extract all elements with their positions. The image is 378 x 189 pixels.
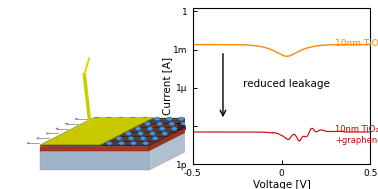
- Ellipse shape: [142, 117, 148, 121]
- Ellipse shape: [65, 123, 68, 125]
- Ellipse shape: [166, 117, 172, 121]
- Ellipse shape: [181, 122, 187, 125]
- Polygon shape: [100, 118, 153, 145]
- Ellipse shape: [116, 137, 122, 140]
- Polygon shape: [40, 118, 202, 145]
- Ellipse shape: [128, 137, 134, 140]
- Ellipse shape: [135, 127, 141, 130]
- Ellipse shape: [37, 137, 39, 139]
- Ellipse shape: [94, 141, 100, 145]
- Ellipse shape: [80, 137, 85, 140]
- Ellipse shape: [145, 122, 150, 125]
- Ellipse shape: [162, 132, 167, 135]
- Ellipse shape: [75, 127, 81, 130]
- Ellipse shape: [87, 127, 93, 130]
- Ellipse shape: [82, 141, 88, 145]
- Ellipse shape: [77, 132, 83, 135]
- Ellipse shape: [70, 141, 76, 145]
- Ellipse shape: [172, 127, 177, 130]
- Polygon shape: [40, 124, 202, 151]
- Ellipse shape: [65, 132, 71, 135]
- Ellipse shape: [157, 122, 163, 125]
- Ellipse shape: [92, 137, 98, 140]
- Y-axis label: Current [A]: Current [A]: [162, 57, 172, 115]
- X-axis label: Voltage [V]: Voltage [V]: [253, 180, 311, 189]
- Polygon shape: [40, 151, 149, 170]
- Ellipse shape: [107, 141, 112, 145]
- Ellipse shape: [150, 132, 155, 135]
- Text: 10nm TiO₂: 10nm TiO₂: [335, 39, 378, 48]
- Ellipse shape: [130, 117, 136, 121]
- Polygon shape: [149, 124, 202, 170]
- Ellipse shape: [27, 142, 30, 144]
- Ellipse shape: [123, 127, 129, 130]
- Ellipse shape: [133, 122, 138, 125]
- Ellipse shape: [46, 132, 49, 134]
- Ellipse shape: [131, 141, 136, 145]
- Ellipse shape: [106, 117, 112, 121]
- Ellipse shape: [96, 122, 102, 125]
- Ellipse shape: [94, 117, 100, 121]
- Ellipse shape: [114, 132, 119, 135]
- Text: reduced leakage: reduced leakage: [243, 79, 329, 89]
- Ellipse shape: [56, 128, 59, 130]
- Polygon shape: [40, 118, 153, 145]
- Ellipse shape: [154, 117, 160, 121]
- Ellipse shape: [121, 122, 126, 125]
- Ellipse shape: [169, 122, 175, 125]
- Ellipse shape: [108, 122, 114, 125]
- Ellipse shape: [125, 132, 131, 135]
- Ellipse shape: [58, 141, 64, 145]
- Ellipse shape: [56, 137, 61, 140]
- Text: 10nm TiO₂
+graphene: 10nm TiO₂ +graphene: [335, 125, 378, 145]
- Ellipse shape: [104, 137, 110, 140]
- Ellipse shape: [46, 141, 52, 145]
- Ellipse shape: [111, 127, 117, 130]
- Polygon shape: [149, 119, 202, 151]
- Ellipse shape: [84, 122, 90, 125]
- Ellipse shape: [138, 132, 143, 135]
- Ellipse shape: [140, 137, 146, 140]
- Ellipse shape: [99, 127, 105, 130]
- Polygon shape: [40, 119, 202, 146]
- Ellipse shape: [118, 117, 124, 121]
- Ellipse shape: [147, 127, 153, 130]
- Ellipse shape: [90, 132, 95, 135]
- Ellipse shape: [178, 117, 184, 121]
- Polygon shape: [40, 146, 149, 151]
- Ellipse shape: [102, 132, 107, 135]
- Ellipse shape: [119, 141, 124, 145]
- Ellipse shape: [191, 117, 196, 121]
- Ellipse shape: [75, 118, 78, 120]
- Ellipse shape: [68, 137, 73, 140]
- Ellipse shape: [152, 137, 158, 140]
- Ellipse shape: [160, 127, 165, 130]
- Ellipse shape: [143, 141, 149, 145]
